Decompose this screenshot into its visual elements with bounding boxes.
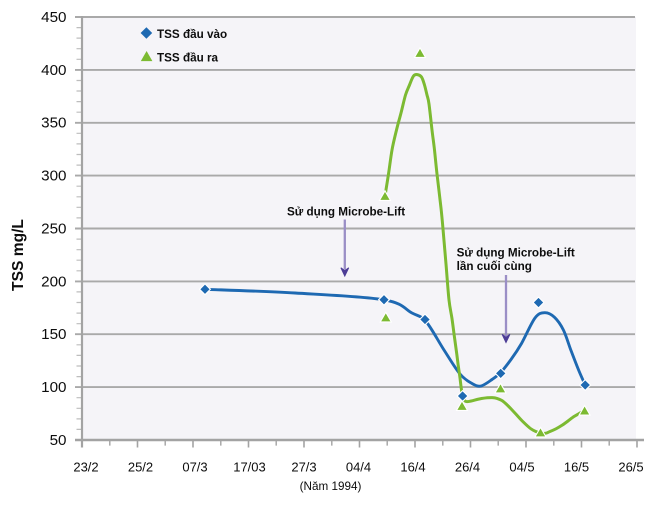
svg-text:04/5: 04/5: [509, 460, 534, 475]
svg-text:25/2: 25/2: [128, 460, 153, 475]
svg-text:150: 150: [41, 326, 66, 343]
svg-text:26/5: 26/5: [618, 460, 643, 475]
svg-text:200: 200: [41, 273, 66, 290]
svg-text:300: 300: [41, 168, 66, 185]
svg-text:450: 450: [41, 9, 66, 26]
svg-text:16/4: 16/4: [400, 460, 425, 475]
svg-text:TSS đầu vào: TSS đầu vào: [157, 28, 227, 41]
svg-text:16/5: 16/5: [564, 460, 589, 475]
svg-text:TSS đầu ra: TSS đầu ra: [157, 51, 219, 64]
svg-text:50: 50: [50, 432, 67, 449]
svg-text:04/4: 04/4: [346, 460, 371, 475]
svg-text:400: 400: [41, 62, 66, 79]
svg-text:27/3: 27/3: [291, 460, 316, 475]
svg-text:(Năm 1994): (Năm 1994): [300, 480, 362, 493]
svg-text:17/03: 17/03: [233, 460, 266, 475]
svg-text:100: 100: [41, 379, 66, 396]
svg-text:lần cuối cùng: lần cuối cùng: [457, 260, 532, 273]
svg-text:Sử dụng Microbe-Lift: Sử dụng Microbe-Lift: [287, 206, 405, 219]
svg-text:26/4: 26/4: [455, 460, 480, 475]
svg-text:TSS mg/L: TSS mg/L: [10, 219, 27, 291]
svg-text:250: 250: [41, 220, 66, 237]
svg-text:350: 350: [41, 115, 66, 132]
svg-text:23/2: 23/2: [73, 460, 98, 475]
svg-text:07/3: 07/3: [182, 460, 207, 475]
svg-text:Sử dụng Microbe-Lift: Sử dụng Microbe-Lift: [457, 246, 575, 259]
